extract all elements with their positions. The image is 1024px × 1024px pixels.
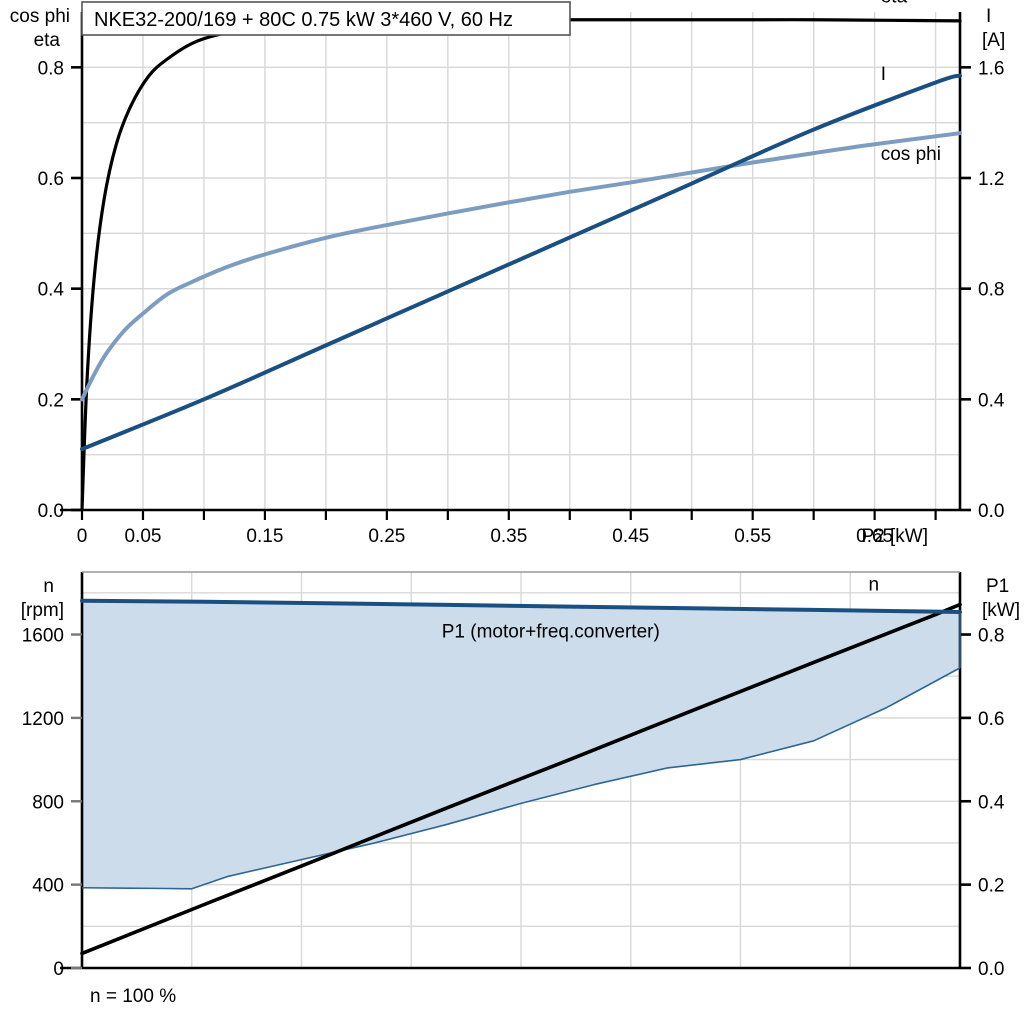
curve-speed (80, 598, 962, 615)
top-x-tick-label: 0.55 (734, 526, 771, 547)
top-left-tick-label: 0.0 (38, 501, 64, 522)
top-right-tick-label: 0.8 (978, 280, 1004, 301)
bottom-right-tick-label: 0.4 (978, 792, 1005, 813)
top-right-tick-label: 0.0 (978, 501, 1004, 522)
top-left-axis-title-line2: eta (34, 30, 61, 51)
bottom-left-tick-label: 400 (32, 876, 64, 897)
top-x-tick-label: 0.65 (856, 526, 893, 547)
top-x-axis-ticks: 0 0.05 0.15 0.25 0.35 0.45 0.55 0.65 (77, 510, 937, 547)
curve-label-n: n (869, 574, 880, 595)
bottom-left-axis-ticks: 0 400 800 1200 1600 (22, 626, 82, 980)
speed-footnote: n = 100 % (90, 986, 176, 1007)
bottom-right-tick-label: 0.2 (978, 876, 1004, 897)
chart-title-text: NKE32-200/169 + 80C 0.75 kW 3*460 V, 60 … (94, 9, 513, 31)
curve-label-p1-motor-freq-converter-: P1 (motor+freq.converter) (442, 621, 660, 642)
top-x-tick-label: 0 (77, 526, 88, 547)
top-left-tick-label: 0.6 (38, 169, 64, 190)
curve-p1 (80, 602, 962, 956)
bottom-right-axis-ticks: 0.0 0.2 0.4 0.6 0.8 (960, 626, 1005, 980)
top-right-axis-title-line2: [A] (982, 30, 1005, 51)
top-x-tick-label: 0.05 (124, 526, 161, 547)
top-x-tick-label: 0.45 (612, 526, 649, 547)
top-x-tick-label: 0.15 (246, 526, 283, 547)
bottom-right-axis-title-line1: P1 (986, 576, 1009, 597)
top-left-tick-label: 0.8 (38, 58, 64, 79)
curve-cos_phi (80, 131, 962, 402)
top-left-tick-label: 0.2 (38, 390, 64, 411)
bottom-right-tick-label: 0.6 (978, 709, 1004, 730)
bottom-right-axis-title-line2: [kW] (982, 600, 1020, 621)
top-right-tick-label: 1.2 (978, 169, 1004, 190)
bottom-left-axis-title-line2: [rpm] (21, 600, 64, 621)
operating-range-area (82, 600, 960, 889)
top-right-axis-title-line1: I (986, 6, 991, 27)
top-left-tick-label: 0.4 (38, 280, 65, 301)
bottom-left-tick-label: 1200 (22, 709, 64, 730)
top-left-axis-title-line1: cos phi (10, 6, 70, 27)
curve-label-cos-phi: cos phi (881, 144, 941, 165)
bottom-chart-panel: 0 400 800 1200 1600 0.0 0.2 0.4 0.6 0.8 n [rpm] P1 [k… (21, 571, 1020, 980)
top-right-axis-ticks: 0.0 0.4 0.8 1.2 1.6 (960, 58, 1005, 522)
curve-label-i: I (881, 64, 886, 85)
curve-operating-range-lower (81, 667, 961, 890)
curve-label-eta: eta (881, 0, 908, 7)
top-x-tick-label: 0.25 (368, 526, 405, 547)
top-left-axis-ticks: 0.0 0.2 0.4 0.6 0.8 (38, 58, 82, 522)
top-chart-panel: 0.00.20.40.60.80.00.40.81.21.60 0.05 0.15 0… (10, 0, 1005, 547)
top-right-tick-label: 0.4 (978, 390, 1005, 411)
bottom-left-axis-title-line1: n (43, 576, 54, 597)
bottom-right-tick-label: 0.0 (978, 959, 1004, 980)
bottom-left-tick-label: 1600 (22, 626, 64, 647)
curve-current (80, 73, 962, 452)
chart-title-box: NKE32-200/169 + 80C 0.75 kW 3*460 V, 60 … (81, 1, 571, 36)
top-right-tick-label: 1.6 (978, 58, 1004, 79)
bottom-left-tick-label: 0 (53, 959, 64, 980)
top-x-axis-title: P2 [kW] (861, 526, 928, 547)
chart-title-frame (81, 1, 571, 36)
top-vertical-gridlines (142, 12, 937, 510)
top-horizontal-gridlines (82, 66, 960, 456)
bottom-right-tick-label: 0.8 (978, 626, 1004, 647)
bottom-left-tick-label: 800 (32, 792, 64, 813)
top-x-tick-label: 0.35 (490, 526, 527, 547)
